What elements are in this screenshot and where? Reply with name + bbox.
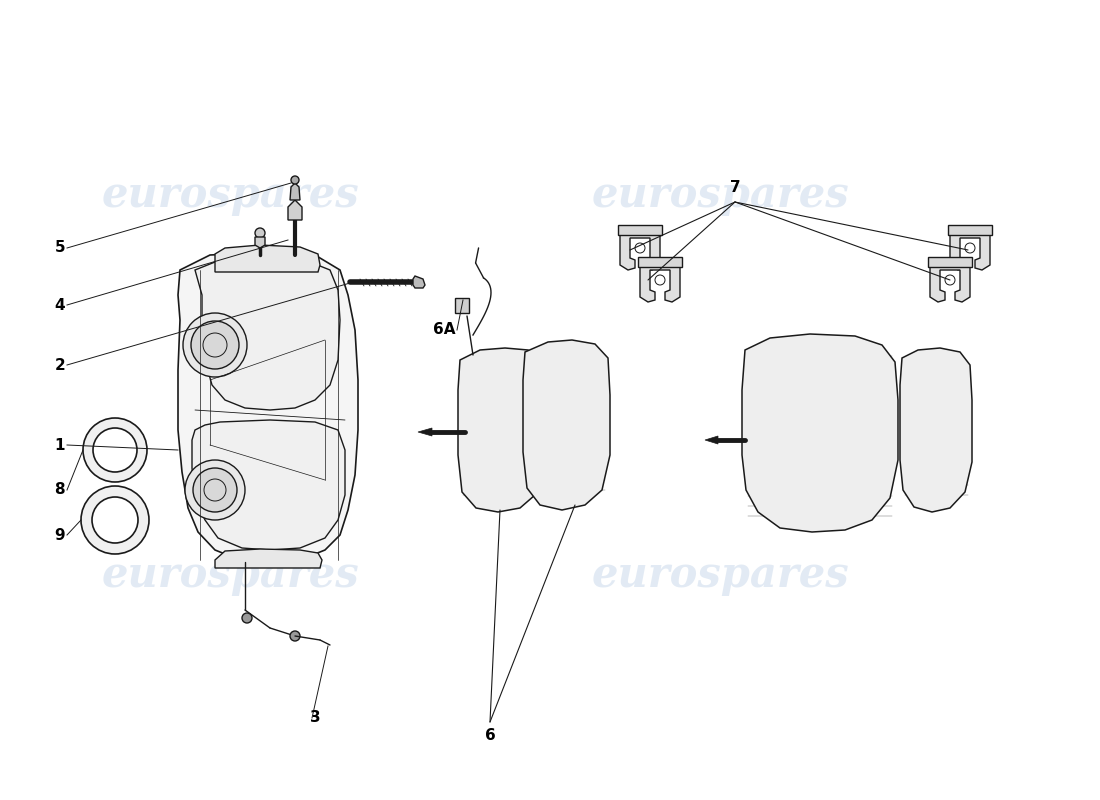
Polygon shape: [178, 252, 358, 562]
Polygon shape: [290, 183, 300, 200]
Circle shape: [82, 418, 147, 482]
Polygon shape: [950, 230, 990, 270]
Circle shape: [94, 428, 138, 472]
Polygon shape: [742, 334, 898, 532]
Circle shape: [242, 613, 252, 623]
Polygon shape: [288, 200, 302, 220]
Text: 6: 6: [485, 728, 495, 743]
Text: 7: 7: [729, 180, 740, 195]
Text: 4: 4: [54, 298, 65, 313]
Circle shape: [185, 460, 245, 520]
Polygon shape: [192, 420, 345, 550]
Circle shape: [92, 497, 138, 543]
Circle shape: [81, 486, 148, 554]
Circle shape: [945, 275, 955, 285]
Text: eurospares: eurospares: [101, 174, 359, 216]
Circle shape: [292, 176, 299, 184]
Text: eurospares: eurospares: [591, 174, 849, 216]
Text: 6A: 6A: [432, 322, 455, 338]
Circle shape: [191, 321, 239, 369]
Text: eurospares: eurospares: [591, 554, 849, 596]
Circle shape: [654, 275, 666, 285]
Polygon shape: [640, 262, 680, 302]
Text: eurospares: eurospares: [101, 554, 359, 596]
Polygon shape: [458, 348, 542, 512]
Text: 9: 9: [54, 527, 65, 542]
Polygon shape: [930, 262, 970, 302]
Text: 5: 5: [54, 241, 65, 255]
Polygon shape: [214, 549, 322, 568]
Polygon shape: [705, 436, 718, 444]
Polygon shape: [900, 348, 972, 512]
Polygon shape: [618, 225, 662, 235]
Polygon shape: [928, 257, 972, 267]
Polygon shape: [418, 428, 432, 436]
Polygon shape: [522, 340, 611, 510]
Polygon shape: [255, 237, 265, 248]
Text: 1: 1: [55, 438, 65, 453]
Circle shape: [965, 243, 975, 253]
Circle shape: [290, 631, 300, 641]
Text: 2: 2: [54, 358, 65, 373]
Polygon shape: [620, 230, 660, 270]
Text: 8: 8: [54, 482, 65, 498]
Circle shape: [192, 468, 236, 512]
Circle shape: [255, 228, 265, 238]
Polygon shape: [948, 225, 992, 235]
Polygon shape: [412, 276, 425, 288]
Circle shape: [183, 313, 248, 377]
Text: 3: 3: [310, 710, 320, 726]
Polygon shape: [455, 298, 469, 313]
Polygon shape: [638, 257, 682, 267]
Polygon shape: [214, 245, 320, 272]
Circle shape: [635, 243, 645, 253]
Polygon shape: [195, 257, 340, 410]
